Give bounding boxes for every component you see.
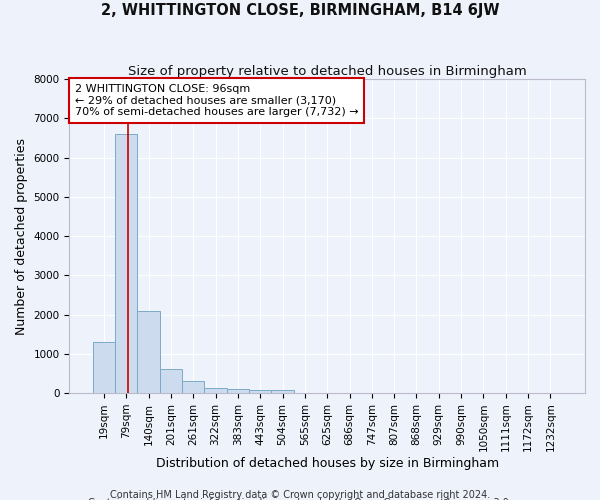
Text: 2, WHITTINGTON CLOSE, BIRMINGHAM, B14 6JW: 2, WHITTINGTON CLOSE, BIRMINGHAM, B14 6J…	[101, 2, 499, 18]
Bar	[160, 368, 182, 393]
Bar	[182, 381, 205, 393]
Bar	[137, 310, 160, 393]
Text: Contains public sector information licensed under the Open Government Licence v3: Contains public sector information licen…	[88, 498, 512, 500]
Text: 2 WHITTINGTON CLOSE: 96sqm
← 29% of detached houses are smaller (3,170)
70% of s: 2 WHITTINGTON CLOSE: 96sqm ← 29% of deta…	[74, 84, 358, 117]
Y-axis label: Number of detached properties: Number of detached properties	[15, 138, 28, 334]
X-axis label: Distribution of detached houses by size in Birmingham: Distribution of detached houses by size …	[155, 457, 499, 470]
Title: Size of property relative to detached houses in Birmingham: Size of property relative to detached ho…	[128, 65, 527, 78]
Bar	[271, 390, 294, 393]
Bar	[227, 388, 249, 393]
Bar	[205, 388, 227, 393]
Text: Contains HM Land Registry data © Crown copyright and database right 2024.: Contains HM Land Registry data © Crown c…	[110, 490, 490, 500]
Bar	[249, 390, 271, 393]
Bar	[115, 134, 137, 393]
Bar	[93, 342, 115, 393]
